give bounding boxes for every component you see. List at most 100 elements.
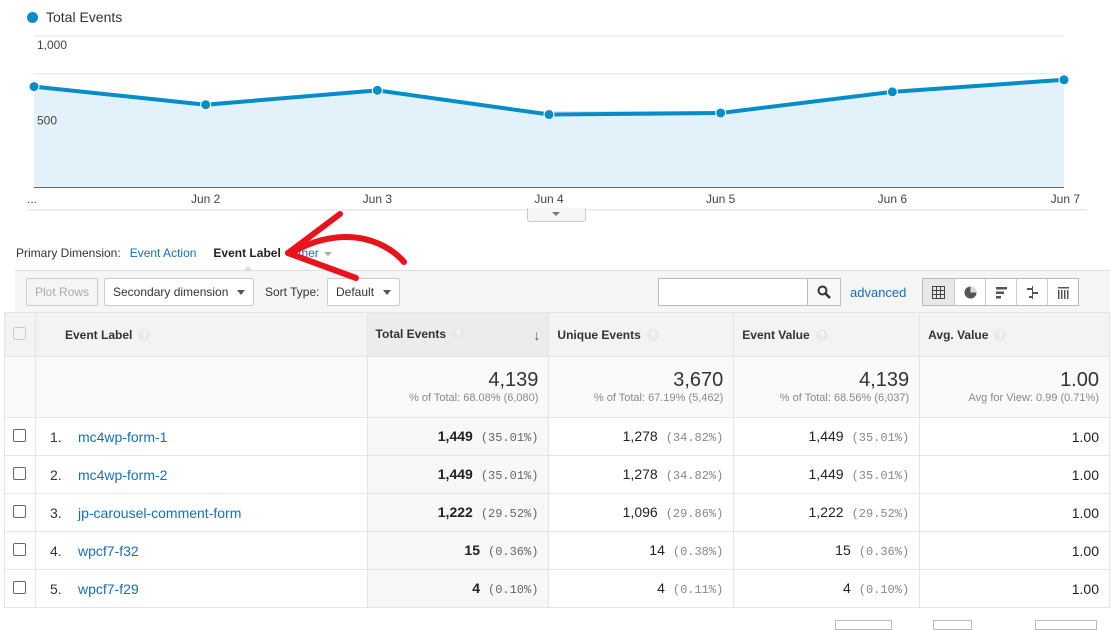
row-select-cell[interactable] [4, 493, 36, 532]
dimension-event-label-active[interactable]: Event Label [213, 246, 281, 272]
data-point [715, 107, 727, 119]
data-table-view-icon[interactable] [923, 279, 954, 305]
secondary-dimension-dropdown[interactable]: Secondary dimension [104, 278, 255, 306]
comparison-view-icon[interactable] [1016, 279, 1047, 305]
row-event-value-pct: (0.36%) [858, 545, 910, 559]
row-select-cell[interactable] [4, 417, 36, 456]
chart-expand-handle[interactable] [527, 208, 586, 222]
pie-chart-view-icon[interactable] [954, 279, 985, 305]
row-unique-events-value: 1,096 [622, 504, 658, 520]
row-checkbox[interactable] [13, 466, 27, 480]
row-checkbox[interactable] [13, 542, 27, 556]
primary-dimension-bar: Primary Dimension: Event Action Event La… [16, 246, 332, 272]
table-row: 5. wpcf7-f29 4 (0.10%) 4 (0.11%) 4 (0.10%) 1… [4, 569, 1110, 608]
totals-unique-events-value: 3,670 [673, 369, 724, 391]
row-number: 5. [49, 580, 62, 597]
totals-avg-value-sub: Avg for View: 0.99 (0.71%) [968, 392, 1099, 404]
row-event-label-link[interactable]: mc4wp-form-1 [77, 428, 168, 445]
table-header-row: Event Label? Total Events? ↓ Unique Event… [4, 312, 1110, 357]
pagination-rows-select[interactable] [835, 620, 892, 630]
help-icon[interactable]: ? [452, 328, 465, 341]
advanced-filter-link[interactable]: advanced [850, 285, 907, 300]
header-event-value[interactable]: Event Value? [733, 312, 921, 357]
totals-event-value-value: 4,139 [859, 369, 910, 391]
table-row: 3. jp-carousel-comment-form 1,222 (29.52%)… [4, 493, 1110, 532]
totals-avg-value-value: 1.00 [1060, 369, 1099, 391]
x-tick-label: Jun 7 [1051, 192, 1081, 206]
help-icon[interactable]: ? [138, 329, 151, 342]
row-checkbox[interactable] [13, 580, 27, 594]
totals-total-events-value: 4,139 [488, 369, 539, 391]
row-label-cell: 3. jp-carousel-comment-form [34, 493, 368, 532]
header-unique-events-text: Unique Events [557, 327, 641, 342]
totals-empty-cell [4, 356, 36, 418]
row-label-cell: 4. wpcf7-f32 [34, 531, 368, 570]
row-total-events-value: 15 [464, 542, 480, 558]
row-select-cell[interactable] [4, 569, 36, 608]
row-select-cell[interactable] [4, 455, 36, 494]
row-event-label-link[interactable]: wpcf7-f29 [77, 580, 139, 597]
series-area [34, 79, 1064, 187]
header-total-events[interactable]: Total Events? ↓ [366, 312, 550, 357]
pagination-nav-buttons[interactable] [1035, 620, 1097, 630]
row-event-label-link[interactable]: wpcf7-f32 [77, 542, 139, 559]
chart-svg: 1,000 500... Jun 2 Jun 3 Jun 4 Jun 5 Jun 6 Jun … [27, 35, 1087, 211]
row-unique-events-value: 1,278 [622, 466, 658, 482]
row-total-events-value: 1,222 [437, 504, 473, 520]
sort-descending-icon: ↓ [533, 326, 541, 343]
totals-avg-value: 1.00 Avg for View: 0.99 (0.71%) [919, 356, 1110, 418]
header-event-label[interactable]: Event Label? [34, 312, 368, 357]
totals-label-cell [34, 356, 368, 418]
row-avg-value: 1.00 [919, 455, 1110, 494]
row-unique-events: 1,096 (29.86%) [548, 493, 735, 532]
legend-label: Total Events [46, 9, 123, 25]
row-label-cell: 1. mc4wp-form-1 [34, 417, 368, 456]
data-point [200, 99, 212, 111]
row-total-events-pct: (35.01%) [480, 469, 539, 483]
dimension-other-dropdown[interactable]: Other [289, 246, 332, 260]
chevron-down-icon [237, 289, 246, 295]
row-checkbox[interactable] [13, 428, 27, 442]
x-tick-label: ... [27, 192, 37, 206]
row-avg-value: 1.00 [919, 493, 1110, 532]
help-icon[interactable]: ? [994, 329, 1007, 342]
row-unique-events-value: 4 [657, 580, 665, 596]
plot-rows-button[interactable]: Plot Rows [26, 278, 99, 306]
totals-unique-events: 3,670% of Total: 67.19% (5,462) [548, 356, 735, 418]
data-point [371, 84, 383, 96]
row-select-cell[interactable] [4, 531, 36, 570]
data-point [28, 81, 40, 93]
header-avg-value-text: Avg. Value [928, 327, 989, 342]
header-unique-events[interactable]: Unique Events? [548, 312, 735, 357]
row-total-events: 15 (0.36%) [366, 531, 550, 570]
row-event-value: 1,222 (29.52%) [733, 493, 921, 532]
pagination-goto-input[interactable] [933, 620, 972, 630]
select-all-checkbox[interactable] [13, 326, 27, 340]
select-all-cell[interactable] [4, 312, 36, 357]
performance-view-icon[interactable] [985, 279, 1016, 305]
table-search-input[interactable] [658, 278, 808, 306]
row-event-label-link[interactable]: jp-carousel-comment-form [77, 504, 242, 521]
row-event-value-pct: (35.01%) [851, 431, 910, 445]
help-icon[interactable]: ? [815, 329, 828, 342]
line-chart: 1,000 500... Jun 2 Jun 3 Jun 4 Jun 5 Jun 6 Jun … [0, 0, 1116, 225]
sort-type-dropdown[interactable]: Default [327, 278, 401, 306]
row-label-cell: 2. mc4wp-form-2 [34, 455, 368, 494]
header-total-events-text: Total Events [375, 326, 447, 341]
chart-legend[interactable]: Total Events [27, 9, 122, 25]
dimension-event-action-link[interactable]: Event Action [129, 246, 197, 260]
secondary-dimension-label: Secondary dimension [113, 285, 229, 299]
sort-type-value: Default [336, 285, 375, 299]
row-checkbox[interactable] [13, 504, 27, 518]
row-unique-events-value: 1,278 [622, 428, 658, 444]
help-icon[interactable]: ? [646, 329, 659, 342]
row-event-label-link[interactable]: mc4wp-form-2 [77, 466, 168, 483]
header-avg-value[interactable]: Avg. Value? [919, 312, 1110, 357]
table-row: 2. mc4wp-form-2 1,449 (35.01%) 1,278 (34.82… [4, 455, 1110, 494]
row-total-events: 1,222 (29.52%) [366, 493, 550, 532]
term-cloud-view-icon[interactable] [1047, 279, 1078, 305]
row-number: 4. [49, 542, 62, 559]
totals-event-value: 4,139% of Total: 68.56% (6,037) [733, 356, 921, 418]
search-button[interactable] [808, 278, 841, 306]
row-unique-events-pct: (34.82%) [665, 431, 724, 445]
